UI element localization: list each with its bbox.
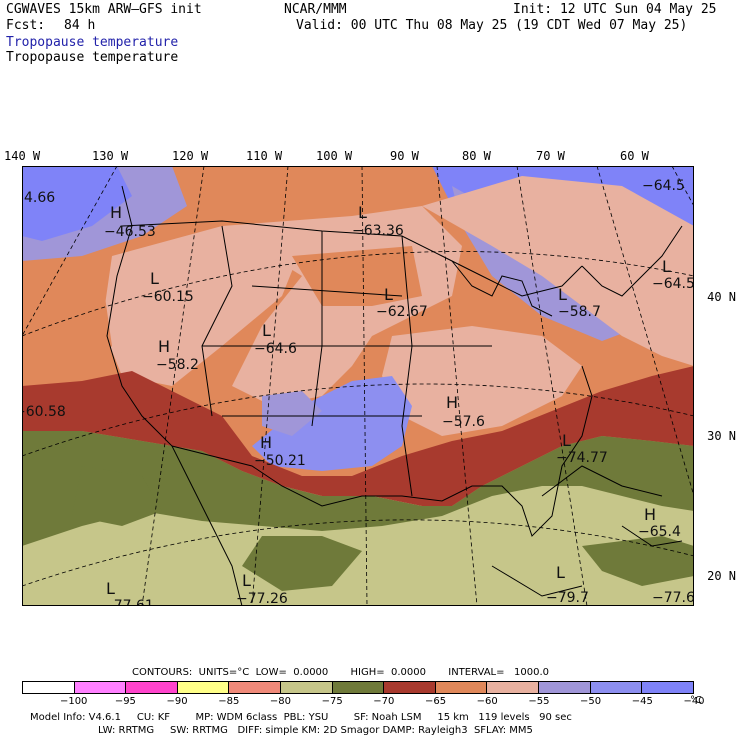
extremum-value: −79.7: [546, 590, 589, 606]
organization: NCAR/MMM: [284, 2, 347, 17]
lon-label: 110 W: [246, 149, 283, 163]
lat-label: 20 N: [707, 569, 736, 583]
init-time: Init: 12 UTC Sun 04 May 25: [513, 2, 717, 17]
legend-swatch: [384, 682, 436, 693]
extremum-value: −46.53: [104, 224, 156, 240]
field-band-olive: [582, 536, 694, 586]
legend-swatch: [332, 682, 385, 693]
legend-tick-label: −75: [321, 696, 343, 707]
extremum-value: −74.77: [556, 450, 608, 466]
field-band-khaki: [22, 486, 694, 606]
low-center-symbol: L: [558, 285, 567, 304]
model-info-line1: Model Info: V4.6.1 CU: KF MP: WDM 6class…: [30, 712, 572, 723]
legend-swatch: [177, 682, 230, 693]
low-center-symbol: L: [242, 571, 251, 590]
legend-swatch: [539, 682, 591, 693]
low-center-symbol: L: [562, 431, 571, 450]
color-legend-bar: [22, 681, 694, 694]
lon-label: 100 W: [316, 149, 353, 163]
tropopause-temperature-map: 4.66 H −46.53 L −63.36 −64.5 L −64.5 L −…: [22, 166, 694, 606]
low-center-symbol: L: [106, 579, 115, 598]
extremum-value: −77.26: [236, 591, 288, 606]
valid-time: Valid: 00 UTC Thu 08 May 25 (19 CDT Wed …: [296, 18, 688, 33]
field-name-blue: Tropopause temperature: [6, 35, 179, 50]
extremum-value: −57.6: [442, 414, 485, 430]
extremum-value: −77.61: [102, 598, 154, 606]
legend-tick-label: −50: [580, 696, 602, 707]
extremum-value: −65.4: [638, 524, 681, 540]
extremum-value: −63.36: [352, 223, 404, 239]
extremum-value: −60.58: [22, 404, 66, 420]
field-band-lavender: [262, 391, 322, 436]
legend-tick-label: −60: [476, 696, 498, 707]
lon-label: 60 W: [620, 149, 649, 163]
high-center-symbol: H: [110, 203, 122, 222]
forecast-label: Fcst:: [6, 18, 46, 33]
legend-tick-label: −95: [114, 696, 136, 707]
field-band-salmon: [102, 226, 302, 386]
legend-swatch: [487, 682, 540, 693]
low-center-symbol: L: [262, 321, 271, 340]
legend-swatch: [281, 682, 333, 693]
legend-swatch: [74, 682, 127, 693]
high-center-symbol: H: [644, 505, 656, 524]
graticule: [22, 166, 694, 606]
legend-tick-label: −70: [373, 696, 395, 707]
legend-tick-label: −80: [269, 696, 292, 707]
low-center-symbol: L: [662, 257, 671, 276]
high-center-symbol: H: [158, 337, 170, 356]
legend-tick-label: −100: [59, 696, 88, 707]
legend-swatch: [126, 682, 178, 693]
contour-info: CONTOURS: UNITS=°C LOW= 0.0000 HIGH= 0.0…: [132, 667, 550, 678]
lon-label: 120 W: [172, 149, 209, 163]
extremum-value: −77.6: [652, 590, 694, 606]
field-name: Tropopause temperature: [6, 50, 179, 65]
lat-label: 30 N: [707, 429, 736, 443]
extremum-value: −58.2: [156, 357, 199, 373]
lon-label: 140 W: [4, 149, 41, 163]
field-band-olive: [242, 536, 362, 591]
legend-swatch: [642, 682, 693, 693]
field-band-olive: [72, 466, 162, 526]
legend-swatch: [229, 682, 282, 693]
extremum-value: −64.6: [254, 341, 297, 357]
borders: [106, 185, 683, 606]
lon-label: 80 W: [462, 149, 491, 163]
field-band-salmon: [382, 326, 582, 436]
model-info-line2: LW: RRTMG SW: RRTMG DIFF: simple KM: 2D …: [98, 725, 533, 736]
extremum-value: −60.15: [142, 289, 194, 305]
extremum-value: 4.66: [24, 190, 55, 206]
legend-swatch: [590, 682, 643, 693]
legend-tick-label: −65: [424, 696, 447, 707]
lon-label: 90 W: [390, 149, 419, 163]
extremum-value: −62.67: [376, 304, 428, 320]
forecast-hour: 84 h: [64, 18, 96, 33]
low-center-symbol: L: [384, 285, 393, 304]
model-title: CGWAVES 15km ARW–GFS init: [6, 2, 202, 17]
extremum-value: −64.5: [652, 276, 694, 292]
field-band-salmon: [422, 176, 694, 366]
legend-tick-label: −45: [631, 696, 653, 707]
field-band-dark-red: [22, 366, 694, 506]
extremum-value: −64.5: [642, 178, 685, 194]
legend-tick-label: −85: [218, 696, 240, 707]
extremum-value: −58.7: [558, 304, 601, 320]
legend-tick-label: −90: [166, 696, 188, 707]
lat-label: 40 N: [707, 290, 736, 304]
field-band-blue: [252, 376, 412, 471]
legend-unit: °C: [690, 695, 702, 706]
legend-swatch: [435, 682, 488, 693]
legend-swatch: [23, 682, 75, 693]
low-center-symbol: L: [556, 563, 565, 582]
field-band-blue: [22, 166, 132, 241]
low-center-symbol: L: [150, 269, 159, 288]
lon-label: 130 W: [92, 149, 129, 163]
high-center-symbol: H: [446, 393, 458, 412]
legend-tick-label: −40: [683, 696, 705, 707]
high-center-symbol: H: [260, 433, 272, 452]
lon-label: 70 W: [536, 149, 565, 163]
low-center-symbol: L: [358, 203, 367, 222]
legend-tick-label: −55: [528, 696, 550, 707]
extremum-value: −50.21: [254, 453, 306, 469]
